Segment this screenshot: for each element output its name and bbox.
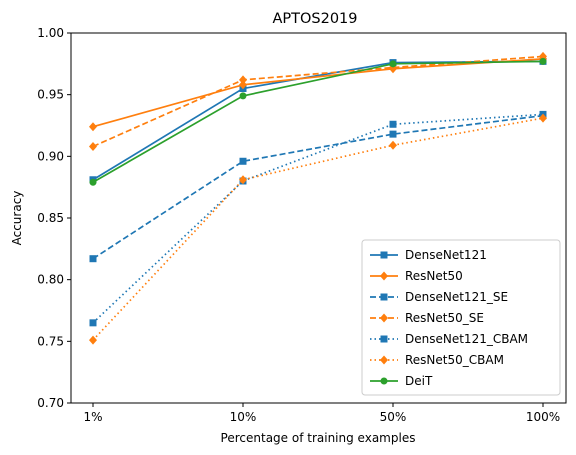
- data-point: [239, 175, 247, 185]
- chart-title: APTOS2019: [272, 11, 357, 27]
- legend-label: ResNet50_CBAM: [405, 353, 504, 367]
- series-line: [92, 114, 544, 260]
- legend-item: DenseNet121_SE: [370, 290, 508, 304]
- x-axis-label: Percentage of training examples: [221, 431, 416, 445]
- legend-marker: [380, 251, 388, 259]
- legend-item: ResNet50_CBAM: [370, 353, 504, 367]
- legend-label: ResNet50: [405, 269, 463, 283]
- data-point: [89, 255, 97, 263]
- series-line: [92, 60, 544, 183]
- legend-marker: [380, 293, 388, 301]
- data-point: [89, 122, 97, 132]
- data-point: [239, 80, 247, 90]
- data-point: [89, 335, 97, 345]
- data-point: [239, 157, 247, 165]
- y-tick-label: 0.85: [37, 211, 64, 225]
- y-tick-label: 1.00: [37, 26, 64, 40]
- series-deit: [89, 57, 547, 186]
- legend-item: ResNet50_SE: [370, 311, 484, 325]
- y-axis-label: Accuracy: [10, 191, 24, 246]
- y-tick-label: 0.95: [37, 88, 64, 102]
- y-tick-label: 0.80: [37, 273, 64, 287]
- data-point: [539, 113, 547, 123]
- data-point: [89, 178, 97, 186]
- legend-marker: [380, 335, 388, 343]
- x-tick-label: 10%: [230, 410, 257, 424]
- data-point: [389, 130, 397, 138]
- legend-marker: [380, 271, 388, 281]
- legend-item: DenseNet121: [370, 248, 487, 262]
- legend: DenseNet121 ResNet50 DenseNet121_SE ResNet5…: [361, 239, 561, 396]
- x-tick-label: 50%: [380, 410, 407, 424]
- data-point: [89, 319, 97, 327]
- y-tick-label: 0.75: [37, 334, 64, 348]
- x-tick-label: 100%: [526, 410, 560, 424]
- legend-marker: [380, 313, 388, 323]
- y-tick-label: 0.90: [37, 149, 64, 163]
- legend-label: ResNet50_SE: [405, 311, 484, 325]
- series-layer: [89, 51, 547, 345]
- legend-box: [361, 239, 561, 396]
- legend-label: DeiT: [405, 374, 433, 388]
- legend-marker: [380, 355, 388, 365]
- data-point: [239, 75, 247, 85]
- legend-label: DenseNet121: [405, 248, 487, 262]
- legend-item: DeiT: [370, 374, 433, 388]
- series-resnet50-cbam: [89, 113, 547, 345]
- x-axis-ticks: 1% 10% 50% 100%: [83, 403, 560, 424]
- legend-marker: [380, 377, 388, 385]
- plot-frame: [70, 32, 567, 404]
- y-axis-ticks: 0.70 0.75 0.80 0.85 0.90 0.95 1.00: [37, 26, 71, 410]
- legend-item: ResNet50: [370, 269, 463, 283]
- data-point: [539, 57, 547, 65]
- series-line: [92, 113, 544, 324]
- legend-item: DenseNet121_CBAM: [370, 332, 528, 346]
- data-point: [89, 141, 97, 151]
- y-tick-label: 0.70: [37, 396, 64, 410]
- data-point: [389, 140, 397, 150]
- data-point: [239, 92, 247, 100]
- data-point: [389, 120, 397, 128]
- legend-label: DenseNet121_SE: [405, 290, 508, 304]
- data-point: [389, 60, 397, 68]
- legend-label: DenseNet121_CBAM: [405, 332, 528, 346]
- series-line: [92, 58, 544, 128]
- x-tick-label: 1%: [83, 410, 102, 424]
